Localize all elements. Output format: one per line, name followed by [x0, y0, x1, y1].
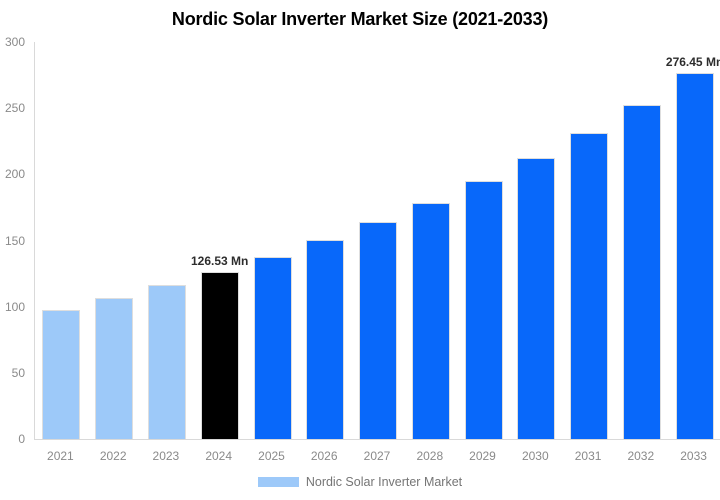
x-tick-label-2031: 2031 — [574, 449, 602, 463]
bar-2027[interactable] — [359, 222, 397, 439]
x-tick-label-2025: 2025 — [258, 449, 285, 463]
bar-2033[interactable] — [675, 73, 714, 439]
bar-2032[interactable] — [622, 105, 661, 439]
x-tick-label-2033: 2033 — [680, 449, 707, 463]
x-tick-label-2022: 2022 — [99, 449, 127, 463]
bar-2022[interactable] — [95, 298, 134, 439]
legend: Nordic Solar Inverter Market — [0, 475, 720, 489]
bar-2023[interactable] — [147, 285, 186, 439]
y-tick-label-100: 100 — [4, 299, 25, 314]
chart-title: Nordic Solar Inverter Market Size (2021-… — [171, 9, 549, 29]
y-tick-label-250: 250 — [4, 101, 25, 116]
bar-2026[interactable] — [306, 240, 345, 439]
y-tick-label-50: 50 — [11, 365, 25, 380]
value-label-2033: 276.45 Mn — [665, 55, 720, 70]
x-tick-label-2021: 2021 — [47, 449, 74, 463]
x-axis: 2021 2022 2023 2024 2025 2026 2027 2028 2029 2030… — [34, 440, 720, 466]
y-tick-label-0: 0 — [18, 432, 25, 446]
bar-2024[interactable] — [200, 271, 239, 439]
x-tick-label-2027: 2027 — [363, 449, 391, 463]
bar-2030[interactable] — [517, 158, 556, 439]
y-tick-label-200: 200 — [4, 167, 25, 182]
legend-swatch — [257, 477, 299, 487]
y-tick-label-300: 300 — [4, 35, 25, 49]
x-tick-label-2032: 2032 — [627, 449, 655, 463]
y-tick-label-150: 150 — [4, 233, 25, 248]
y-axis: 0 50 100 150 200 250 300 — [0, 35, 26, 446]
bar-2031[interactable] — [570, 132, 609, 439]
bar-2028[interactable] — [411, 202, 450, 439]
x-tick-label-2024: 2024 — [205, 449, 233, 463]
x-tick-label-2028: 2028 — [416, 449, 444, 463]
bar-2029[interactable] — [464, 181, 503, 439]
bar-2021[interactable] — [42, 309, 81, 439]
bar-2025[interactable] — [253, 256, 292, 439]
legend-item-nordic-solar-inverter-market[interactable]: Nordic Solar Inverter Market — [257, 475, 463, 489]
plot-area: 126.53 Mn 276.45 Mn — [34, 42, 720, 440]
value-label-2024: 126.53 Mn — [191, 253, 249, 268]
x-tick-label-2023: 2023 — [152, 449, 180, 463]
x-tick-label-2026: 2026 — [310, 449, 338, 463]
x-tick-label-2030: 2030 — [521, 449, 549, 463]
legend-label: Nordic Solar Inverter Market — [305, 475, 463, 489]
x-tick-label-2029: 2029 — [469, 449, 496, 463]
